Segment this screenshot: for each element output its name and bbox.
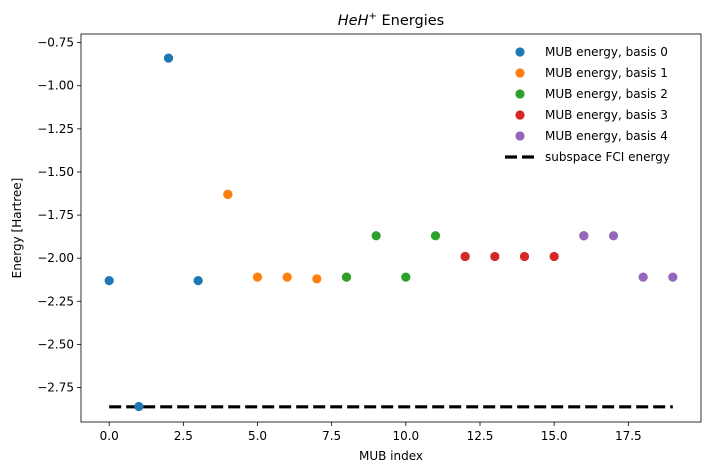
- y-axis-label: Energy [Hartree]: [10, 178, 24, 279]
- x-tick-label: 12.5: [467, 429, 494, 443]
- mub-energy-basis-3-point: [519, 251, 530, 262]
- mub-energy-basis-1-point: [282, 272, 292, 282]
- legend-label: MUB energy, basis 3: [545, 108, 668, 122]
- axis-ticks: 0.0 2.5 5.0 7.5 10.0 12.5 15.0 17.5 −0.75 −1.00 −1…: [37, 36, 641, 443]
- mub-energy-basis-3-point: [490, 251, 500, 262]
- legend-marker: [515, 68, 525, 78]
- mub-energy-basis-4-point: [668, 272, 678, 282]
- mub-energy-basis-2-point: [371, 231, 381, 241]
- x-tick-label: 2.5: [174, 429, 193, 443]
- x-tick-label: 7.5: [322, 429, 341, 443]
- mub-energy-basis-3-point: [549, 251, 559, 262]
- data-series: [104, 53, 678, 412]
- mub-energy-basis-4-point: [608, 231, 619, 241]
- legend: MUB energy, basis 0 MUB energy, basis 1 MU…: [505, 45, 670, 164]
- legend-label: subspace FCI energy: [545, 150, 670, 164]
- y-tick-label: −2.25: [37, 294, 74, 308]
- y-tick-label: −2.75: [37, 381, 74, 395]
- mub-energy-basis-0-point: [163, 53, 174, 63]
- legend-marker: [515, 110, 525, 120]
- mub-energy-basis-2-point: [430, 231, 441, 241]
- plot-area: [81, 34, 701, 422]
- mub-energy-basis-2-point: [341, 272, 352, 282]
- legend-marker: [515, 131, 525, 141]
- x-tick-label: 10.0: [392, 429, 419, 443]
- x-tick-label: 17.5: [615, 429, 642, 443]
- legend-marker: [515, 89, 525, 99]
- legend-label: MUB energy, basis 0: [545, 45, 668, 59]
- y-tick-label: −0.75: [37, 36, 74, 50]
- y-tick-label: −1.25: [37, 122, 74, 136]
- mub-energy-basis-1-point: [312, 274, 322, 284]
- plot-frame: [80, 33, 702, 423]
- mub-energy-basis-1-point: [223, 189, 233, 199]
- mub-energy-basis-2-point: [401, 272, 411, 282]
- legend-label: MUB energy, basis 2: [545, 87, 668, 101]
- x-tick-label: 5.0: [248, 429, 267, 443]
- mub-energy-basis-0-point: [104, 275, 114, 286]
- y-tick-label: −2.50: [37, 337, 74, 351]
- x-tick-label: 15.0: [541, 429, 568, 443]
- legend-label: MUB energy, basis 4: [545, 129, 668, 143]
- y-tick-label: −2.00: [37, 251, 74, 265]
- mub-energy-basis-4-point: [579, 231, 589, 241]
- legend-label: MUB energy, basis 1: [545, 66, 668, 80]
- x-axis-label: MUB index: [359, 449, 423, 463]
- y-tick-label: −1.75: [37, 208, 74, 222]
- y-tick-label: −1.50: [37, 165, 74, 179]
- legend-marker: [515, 47, 525, 57]
- chart-title: HeH+ Energies: [338, 11, 444, 29]
- x-tick-label: 0.0: [100, 429, 119, 443]
- mub-energy-basis-4-point: [638, 272, 648, 282]
- mub-energy-basis-1-point: [252, 272, 263, 282]
- mub-energy-basis-0-point: [193, 275, 203, 286]
- y-tick-label: −1.00: [37, 79, 74, 93]
- mub-energy-basis-0-point: [134, 401, 144, 412]
- mub-energy-basis-3-point: [460, 251, 470, 262]
